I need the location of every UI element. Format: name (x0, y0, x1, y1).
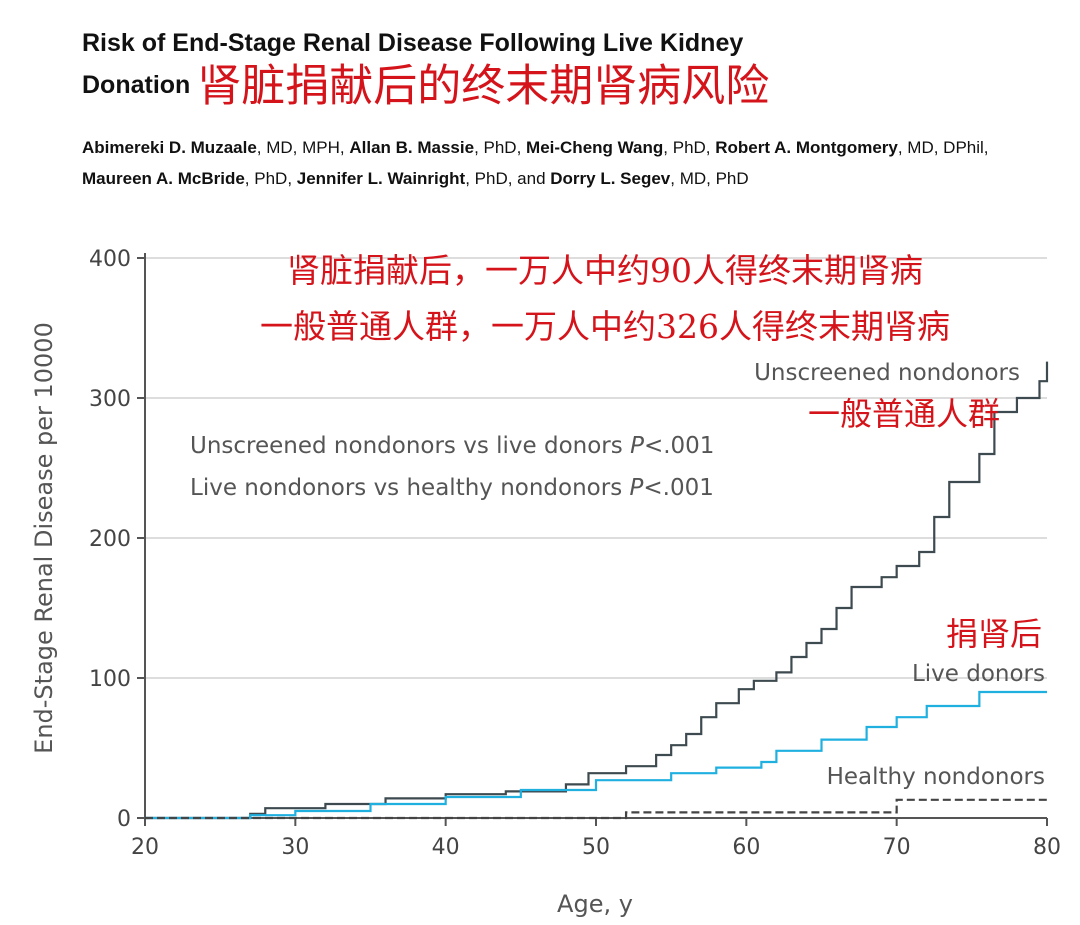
author-list: Abimereki D. Muzaale, MD, MPH, Allan B. … (82, 132, 1022, 194)
p-symbol: P (630, 475, 644, 501)
author-degree: , MD, MPH, (256, 138, 350, 157)
y-tick-label: 100 (89, 667, 131, 692)
x-axis-label: Age, y (557, 890, 633, 918)
title-chinese: 肾脏捐献后的终末期肾病风险 (197, 60, 770, 112)
author-name: Allan B. Massie (349, 138, 475, 157)
y-tick-label: 400 (89, 247, 131, 272)
author-degree: , PhD, and (465, 169, 551, 188)
p-symbol: P (630, 433, 644, 459)
author-name: Dorry L. Segev (550, 169, 671, 188)
cn-label-unscreened: 一般普通人群 (808, 395, 1000, 433)
cn-annotation-donors: 肾脏捐献后，一万人中约90人得终末期肾病 (287, 251, 923, 290)
author-name: Mei-Cheng Wang (526, 138, 664, 157)
author-degree: , MD, PhD (670, 169, 749, 188)
x-tick-label: 30 (281, 835, 309, 860)
author-degree: , MD, DPhil, (897, 138, 989, 157)
series-label-live-donors: Live donors (912, 661, 1045, 687)
author-name: Maureen A. McBride (82, 169, 245, 188)
author-degree: , PhD, (244, 169, 297, 188)
page-title: Risk of End-Stage Renal Disease Followin… (82, 22, 982, 108)
x-tick-label: 20 (131, 835, 159, 860)
x-tick-label: 60 (732, 835, 760, 860)
p-value: <.001 (643, 475, 713, 501)
y-tick-label: 0 (117, 807, 131, 832)
series-line-live-donors (145, 690, 1047, 820)
y-axis-label: End-Stage Renal Disease per 10000 (30, 322, 58, 754)
title-line-1: Risk of End-Stage Renal Disease Followin… (82, 29, 744, 57)
author-name: Abimereki D. Muzaale (82, 138, 257, 157)
series-line-healthy-nondonors (145, 798, 1047, 820)
x-tick-label: 40 (432, 835, 460, 860)
x-tick-label: 80 (1033, 835, 1061, 860)
author-degree: , PhD, (663, 138, 716, 157)
y-tick-label: 300 (89, 387, 131, 412)
x-tick-label: 50 (582, 835, 610, 860)
author-name: Jennifer L. Wainright (296, 169, 466, 188)
p-value-annotation: Unscreened nondonors vs live donors P<.0… (190, 433, 714, 459)
author-degree: , PhD, (474, 138, 527, 157)
series-line-unscreened-nondonors (145, 361, 1049, 820)
p-value-annotation: Live nondonors vs healthy nondonors P<.0… (190, 475, 714, 501)
p-value-comparison: Live nondonors vs healthy nondonors (190, 475, 630, 501)
x-tick-label: 70 (883, 835, 911, 860)
p-value-comparison: Unscreened nondonors vs live donors (190, 433, 630, 459)
series-label-unscreened: Unscreened nondonors (754, 360, 1020, 386)
title-line-2: Donation (82, 71, 191, 99)
y-tick-label: 200 (89, 527, 131, 552)
author-name: Robert A. Montgomery (715, 138, 898, 157)
cn-annotation-general: 一般普通人群，一万人中约326人得终末期肾病 (260, 307, 950, 346)
p-value: <.001 (644, 433, 714, 459)
cn-label-donors: 捐肾后 (946, 615, 1042, 653)
series-label-healthy: Healthy nondonors (827, 764, 1045, 790)
